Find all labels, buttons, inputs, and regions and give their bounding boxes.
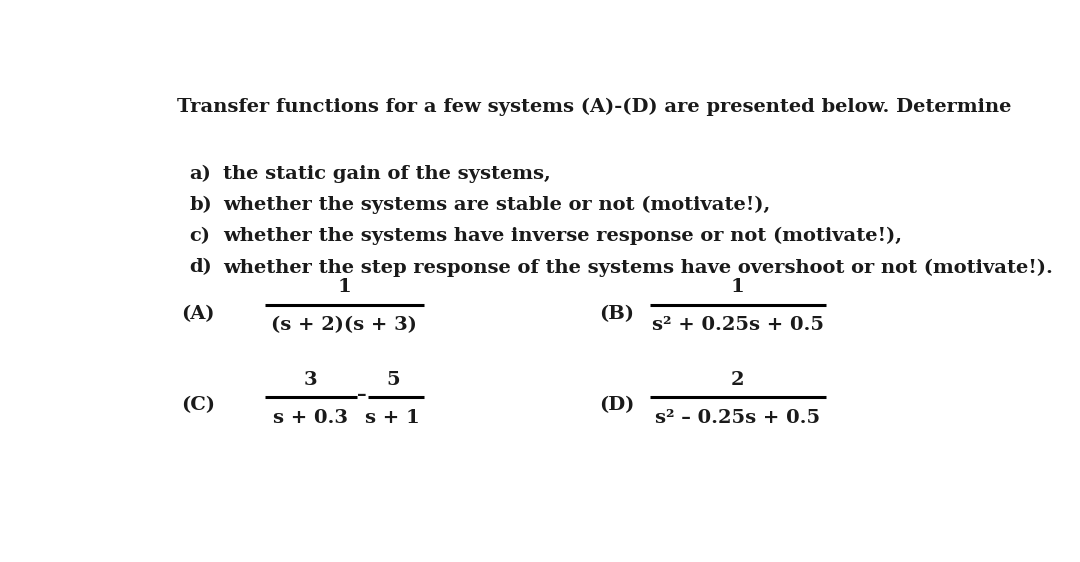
Text: whether the systems have inverse response or not (motivate!),: whether the systems have inverse respons…	[222, 227, 902, 246]
Text: 3: 3	[303, 371, 318, 389]
Text: –: –	[357, 386, 366, 404]
Text: s² – 0.25s + 0.5: s² – 0.25s + 0.5	[656, 409, 820, 427]
Text: Transfer functions for a few systems (A)-(D) are presented below. Determine: Transfer functions for a few systems (A)…	[177, 98, 1011, 116]
Text: 2: 2	[731, 371, 744, 389]
Text: c): c)	[189, 227, 211, 245]
Text: 1: 1	[731, 278, 744, 296]
Text: a): a)	[189, 165, 212, 183]
Text: b): b)	[189, 196, 212, 214]
Text: whether the systems are stable or not (motivate!),: whether the systems are stable or not (m…	[222, 196, 770, 214]
Text: (C): (C)	[181, 396, 215, 414]
Text: s + 0.3: s + 0.3	[273, 409, 348, 427]
Text: s² + 0.25s + 0.5: s² + 0.25s + 0.5	[651, 316, 824, 334]
Text: d): d)	[189, 259, 212, 277]
Text: (s + 2)(s + 3): (s + 2)(s + 3)	[271, 316, 417, 334]
Text: the static gain of the systems,: the static gain of the systems,	[222, 165, 551, 183]
Text: (D): (D)	[599, 396, 635, 414]
Text: 5: 5	[386, 371, 400, 389]
Text: s + 1: s + 1	[365, 409, 420, 427]
Text: (A): (A)	[181, 305, 215, 323]
Text: whether the step response of the systems have overshoot or not (motivate!).: whether the step response of the systems…	[222, 259, 1053, 277]
Text: (B): (B)	[599, 305, 635, 323]
Text: 1: 1	[337, 278, 351, 296]
